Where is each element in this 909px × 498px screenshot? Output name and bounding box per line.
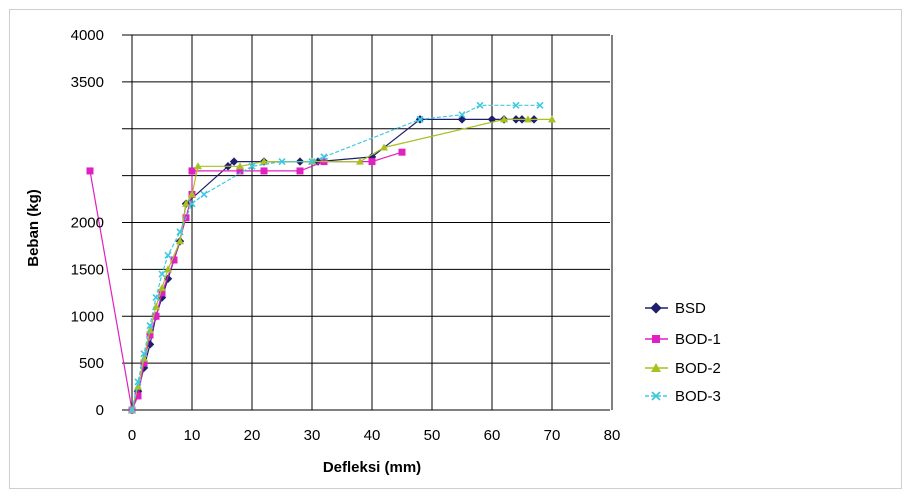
series-line-bod-3 [131,104,540,411]
data-point-bod-1 [368,158,376,166]
legend-label-bod-2: BOD-2 [675,360,721,377]
data-point-bod-2 [548,115,556,123]
legend-item-bod-3: BOD-3 [645,388,721,405]
x-tick-label: 60 [484,427,501,444]
data-point-bod-1 [398,148,406,156]
data-point-bod-2 [188,190,196,198]
data-point-bod-1 [86,167,94,175]
x-tick-label: 40 [364,427,381,444]
data-point-bod-1 [188,167,196,175]
series-layer [86,101,556,415]
y-tick-labels: 0 500 1000 1500 2000 3500 4000 [71,27,104,419]
data-point-bod-1 [260,167,268,175]
x-tick-label: 30 [304,427,321,444]
data-point-bod-2 [158,284,166,292]
data-point-bod-2 [500,115,508,123]
data-point-bod-3 [188,200,196,208]
data-point-bod-1 [146,331,154,339]
series-bsd [127,115,539,415]
data-point-bod-2 [524,115,532,123]
data-point-bod-2 [164,265,172,273]
y-tick-label: 0 [96,402,104,419]
data-point-bod-3 [320,153,328,161]
data-point-bod-1 [140,359,148,367]
x-tick-label: 0 [128,427,136,444]
data-point-bod-3 [140,350,148,358]
data-point-bod-3 [536,101,544,109]
data-point-bod-3 [416,115,424,123]
data-point-bod-2 [260,157,268,165]
gridlines [122,34,613,411]
x-tick-label: 70 [544,427,561,444]
data-point-bod-1 [296,167,304,175]
series-bod-1 [86,148,406,414]
legend-label-bod-1: BOD-1 [675,331,721,348]
data-point-bod-3 [512,101,520,109]
data-point-bod-1 [134,392,142,400]
data-point-bod-2 [134,382,142,390]
y-tick-label: 3500 [71,74,104,91]
data-point-bod-1 [158,289,166,297]
series-line-bod-2 [131,118,552,411]
x-axis-title: Defleksi (mm) [323,459,421,476]
data-point-bod-2 [356,157,364,165]
data-point-bod-3 [146,322,154,330]
data-point-bod-2 [380,143,388,151]
data-point-bod-1 [170,256,178,264]
y-tick-label: 1500 [71,261,104,278]
data-point-bod-2 [236,162,244,170]
y-tick-label: 2000 [71,215,104,232]
data-point-bod-2 [194,162,202,170]
data-point-bod-2 [182,199,190,207]
legend: BSD BOD-1 BOD-2 BOD-3 [645,300,721,405]
data-point-bod-1 [152,312,160,320]
data-point-bod-2 [176,237,184,245]
data-point-bod-2 [146,326,154,334]
legend-label-bsd: BSD [675,300,706,317]
data-point-bod-3 [164,251,172,259]
data-point-bod-3 [476,101,484,109]
data-point-bod-3 [176,228,184,236]
legend-item-bsd: BSD [645,300,706,317]
x-tick-label: 10 [184,427,201,444]
data-point-bod-3 [278,157,286,166]
data-point-bsd [457,115,467,124]
series-line-bsd [131,118,534,411]
data-point-bod-3 [458,111,466,119]
chart-frame [9,9,902,489]
x-tick-labels: 0 10 20 30 40 50 60 70 80 [128,427,621,444]
data-point-bod-2 [140,354,148,362]
x-tick-label: 80 [604,427,621,444]
data-point-bod-3 [308,157,316,166]
x-tick-label: 20 [244,427,261,444]
legend-item-bod-1: BOD-1 [645,331,721,348]
y-tick-label: 1000 [71,308,104,325]
x-tick-label: 50 [424,427,441,444]
data-point-bod-3 [200,190,208,198]
data-point-bod-3 [152,293,160,302]
y-axis-title: Beban (kg) [25,189,42,267]
data-point-bsd [229,157,239,166]
data-point-bod-3 [128,406,136,414]
y-tick-label: 500 [79,355,104,372]
data-point-bod-1 [236,167,244,175]
legend-label-bod-3: BOD-3 [675,388,721,405]
data-point-bod-3 [248,162,256,170]
data-point-bod-3 [134,378,142,386]
series-bod-3 [128,101,544,414]
data-point-bod-3 [158,270,166,278]
legend-item-bod-2: BOD-2 [645,360,721,377]
series-line-bod-1 [89,151,403,413]
y-tick-label: 4000 [71,27,104,44]
